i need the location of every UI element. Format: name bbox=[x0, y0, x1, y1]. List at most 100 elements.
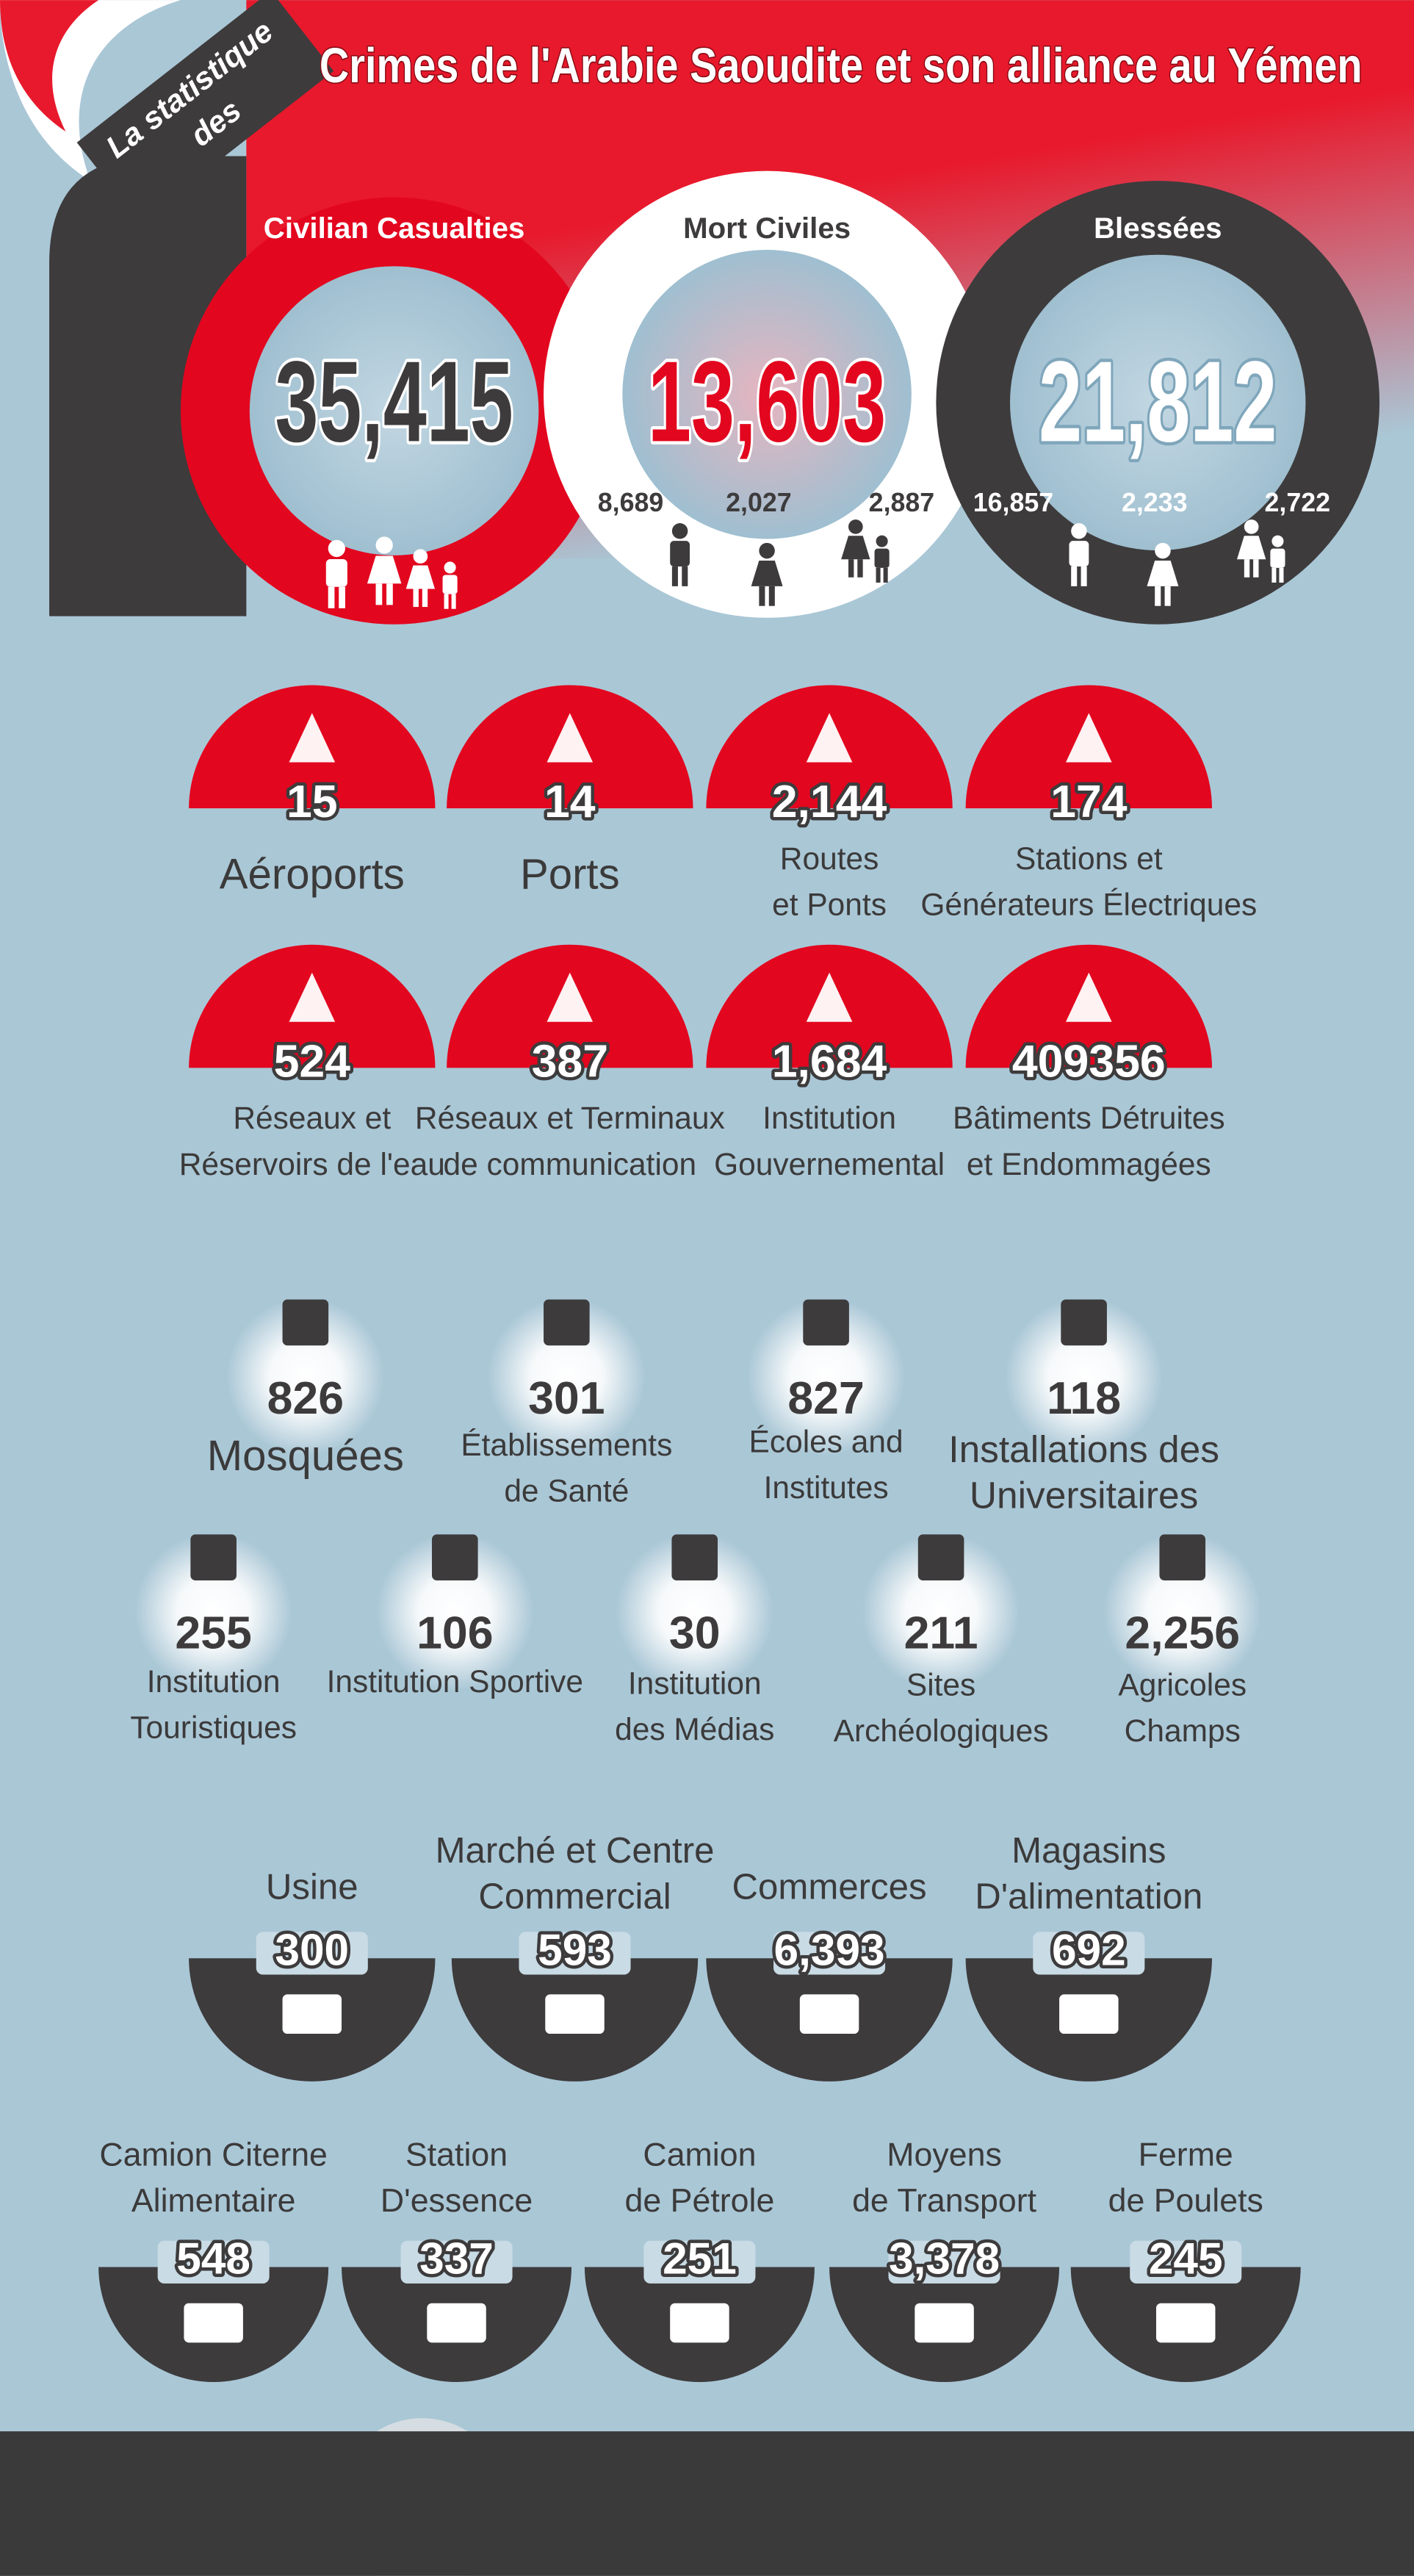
value-box bbox=[773, 1932, 886, 1975]
person-icon bbox=[386, 583, 393, 605]
title: Crimes de l'Arabie Saoudite et son allia… bbox=[320, 38, 1363, 93]
person-icon bbox=[444, 594, 449, 609]
person-icon bbox=[1155, 586, 1161, 606]
person-icon bbox=[874, 548, 890, 568]
person-icon bbox=[451, 594, 456, 609]
glow bbox=[488, 1298, 646, 1456]
item-label: de communication bbox=[443, 1147, 696, 1181]
person-icon bbox=[1244, 519, 1259, 534]
dome-icon bbox=[806, 972, 853, 1022]
item-label: Champs bbox=[1125, 1713, 1241, 1748]
glow bbox=[134, 1533, 292, 1691]
dome-icon bbox=[1066, 972, 1112, 1022]
dome-icon bbox=[184, 2303, 243, 2343]
person-icon bbox=[1271, 535, 1284, 547]
item-label: Institution bbox=[628, 1666, 762, 1700]
dome-icon bbox=[289, 972, 336, 1022]
person-icon bbox=[1071, 566, 1078, 586]
item-label: Sites bbox=[906, 1668, 975, 1702]
glow bbox=[616, 1533, 774, 1691]
value-box bbox=[157, 2240, 270, 2284]
person-icon bbox=[670, 541, 690, 567]
item-label: de Transport bbox=[852, 2183, 1037, 2219]
circle-label: Blessées bbox=[1094, 212, 1222, 245]
value-box bbox=[400, 2240, 513, 2284]
item-label: Réseaux et bbox=[233, 1101, 391, 1135]
person-icon bbox=[671, 523, 688, 539]
item-label: Stations et bbox=[1015, 841, 1163, 876]
item-icon bbox=[671, 1534, 718, 1580]
item-icon bbox=[917, 1534, 964, 1580]
big-letter bbox=[49, 156, 247, 616]
person-icon bbox=[422, 589, 428, 608]
person-icon bbox=[1071, 523, 1087, 539]
person-icon bbox=[1244, 559, 1250, 578]
item-label: Archéologiques bbox=[834, 1713, 1049, 1748]
person-icon bbox=[1081, 566, 1087, 586]
value-box bbox=[1130, 2240, 1242, 2284]
circle-label: Civilian Casualties bbox=[264, 212, 525, 245]
person-icon bbox=[876, 535, 888, 547]
glow bbox=[862, 1533, 1020, 1691]
item-icon bbox=[1061, 1299, 1107, 1346]
item-label: Institutes bbox=[764, 1470, 889, 1505]
item-icon bbox=[190, 1534, 237, 1580]
breakdown-value: 2,887 bbox=[869, 488, 935, 517]
ring-inner bbox=[1010, 254, 1306, 551]
item-label: Institution Sportive bbox=[327, 1664, 583, 1699]
item-value: 255 bbox=[175, 1608, 251, 1659]
dome-value: 245 bbox=[1149, 2234, 1223, 2284]
item-value: 826 bbox=[267, 1372, 344, 1424]
person-icon bbox=[759, 542, 775, 559]
dome-icon bbox=[282, 1994, 342, 2034]
person-icon bbox=[413, 589, 419, 608]
item-icon bbox=[432, 1534, 478, 1580]
person-icon bbox=[375, 583, 383, 605]
dome-value: 593 bbox=[538, 1924, 612, 1974]
item-icon bbox=[544, 1299, 590, 1346]
item-label: Générateurs Électriques bbox=[920, 888, 1257, 922]
dome-value: 15 bbox=[286, 776, 338, 827]
dome-icon bbox=[1059, 1994, 1119, 2034]
person-icon bbox=[413, 549, 428, 564]
item-label: Établissements bbox=[461, 1428, 672, 1462]
person-icon bbox=[375, 536, 393, 554]
person-icon bbox=[405, 565, 436, 589]
item-label: de Poulets bbox=[1108, 2183, 1263, 2219]
item-label: Installations des bbox=[948, 1428, 1219, 1470]
person-icon bbox=[442, 575, 458, 594]
item-value: 118 bbox=[1047, 1372, 1121, 1424]
dome-icon bbox=[547, 713, 594, 763]
person-icon bbox=[682, 566, 688, 586]
item-icon bbox=[282, 1299, 329, 1346]
person-icon bbox=[1271, 567, 1277, 583]
person-icon bbox=[671, 566, 678, 586]
person-icon bbox=[1270, 548, 1285, 568]
item-value: 30 bbox=[669, 1608, 721, 1659]
item-label: Magasins bbox=[1011, 1830, 1166, 1871]
item-label: Réservoirs de l'eau bbox=[179, 1147, 445, 1181]
dome-value: 409356 bbox=[1012, 1035, 1166, 1087]
glow bbox=[375, 1533, 534, 1691]
item-label: D'essence bbox=[380, 2183, 533, 2219]
dome-value: 548 bbox=[176, 2234, 250, 2284]
dome-icon bbox=[545, 1994, 605, 2034]
dome-value: 2,144 bbox=[772, 776, 887, 827]
value-box bbox=[1033, 1932, 1145, 1975]
person-icon bbox=[367, 555, 402, 584]
dome-value: 387 bbox=[532, 1035, 608, 1087]
person-icon bbox=[848, 519, 863, 534]
dome-value: 3,378 bbox=[889, 2234, 1000, 2284]
person-icon bbox=[1155, 542, 1171, 559]
item-label: Réseaux et Terminaux bbox=[415, 1101, 725, 1135]
person-icon bbox=[841, 536, 870, 560]
dome-icon bbox=[1066, 713, 1112, 763]
item-label: Agricoles bbox=[1118, 1668, 1247, 1702]
item-label: Mosquées bbox=[207, 1432, 404, 1480]
dome-icon bbox=[427, 2303, 486, 2343]
person-icon bbox=[857, 559, 863, 578]
dome-icon bbox=[915, 2303, 974, 2343]
value-box bbox=[643, 2240, 756, 2284]
dome-value: 524 bbox=[274, 1035, 351, 1087]
